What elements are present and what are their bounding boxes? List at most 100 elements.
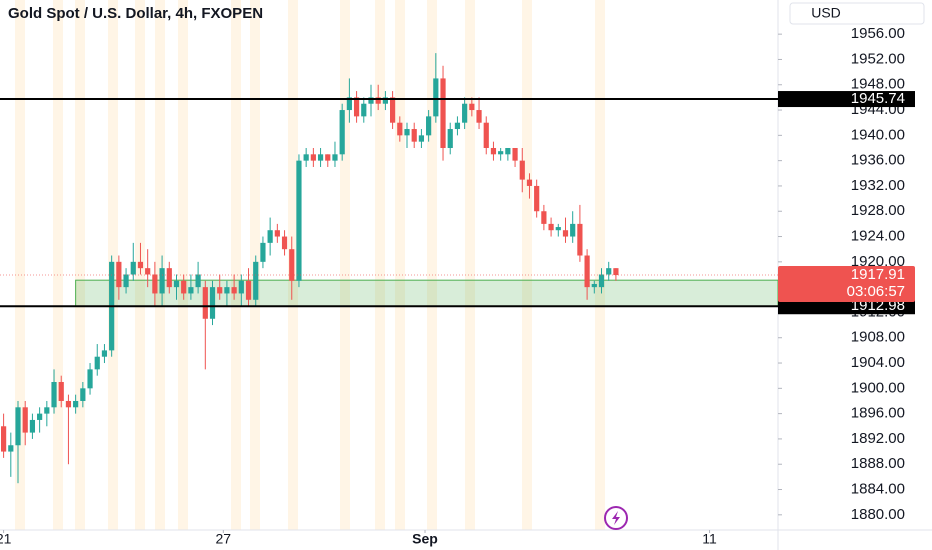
candle-body bbox=[209, 287, 216, 319]
y-tick-label: 1896.00 bbox=[851, 405, 905, 422]
candle-body bbox=[73, 400, 79, 408]
candle-body bbox=[397, 122, 403, 136]
candle-body bbox=[37, 413, 43, 420]
y-tick-label: 1920.00 bbox=[851, 253, 905, 270]
candle-body bbox=[152, 274, 158, 294]
candle-body bbox=[433, 78, 439, 117]
x-tick-label: 11 bbox=[702, 531, 717, 547]
candle-body bbox=[123, 274, 129, 288]
y-tick-label: 1940.00 bbox=[851, 126, 905, 143]
candle-body bbox=[260, 242, 266, 262]
session-band bbox=[75, 0, 85, 530]
candle-body bbox=[613, 268, 619, 276]
candle-body bbox=[274, 230, 280, 237]
replay-icon[interactable] bbox=[604, 506, 628, 530]
candle-body bbox=[598, 274, 605, 288]
currency[interactable]: USD bbox=[811, 5, 841, 21]
candle-body bbox=[202, 287, 208, 319]
session-band bbox=[231, 0, 241, 530]
candle-body bbox=[375, 97, 381, 104]
candle-body bbox=[188, 287, 194, 294]
candle-body bbox=[173, 280, 180, 288]
candle-body bbox=[411, 129, 417, 142]
candle-body bbox=[8, 445, 14, 452]
candle-body bbox=[584, 255, 590, 288]
candle-body bbox=[217, 287, 223, 294]
candle-body bbox=[224, 287, 230, 294]
y-tick-label: 1932.00 bbox=[851, 177, 905, 194]
session-band bbox=[595, 0, 605, 530]
currency-box[interactable] bbox=[789, 2, 925, 25]
candle-body bbox=[181, 280, 187, 294]
candle-body bbox=[296, 160, 302, 281]
candle-body bbox=[454, 122, 461, 130]
level-label: 1945.74 bbox=[851, 90, 905, 107]
candle-body bbox=[469, 103, 475, 111]
y-tick-label: 1948.00 bbox=[851, 76, 905, 93]
candle-body bbox=[65, 400, 72, 408]
candle-body bbox=[44, 407, 50, 414]
y-tick-label: 1908.00 bbox=[851, 329, 905, 346]
candle-body bbox=[526, 179, 533, 186]
candle-body bbox=[390, 97, 396, 123]
candle-body bbox=[570, 223, 576, 237]
candle-body bbox=[426, 116, 432, 136]
icon-bolt[interactable] bbox=[612, 511, 620, 525]
candle-body bbox=[562, 230, 569, 237]
candle-body bbox=[238, 280, 244, 294]
candle-body bbox=[418, 135, 425, 142]
candle-body bbox=[281, 236, 288, 250]
y-tick-label: 1904.00 bbox=[851, 354, 905, 371]
candle-body bbox=[29, 419, 36, 433]
y-tick-label: 1888.00 bbox=[851, 455, 905, 472]
session-band bbox=[15, 0, 25, 530]
y-tick-label: 1956.00 bbox=[851, 25, 905, 42]
candle-body bbox=[462, 103, 468, 123]
candle-body bbox=[325, 154, 331, 161]
candle-body bbox=[159, 268, 165, 294]
session-band bbox=[522, 0, 532, 530]
session-band bbox=[155, 0, 165, 530]
y-tick-label: 1928.00 bbox=[851, 202, 905, 219]
candle-body bbox=[1, 426, 7, 452]
candle-body bbox=[519, 160, 525, 180]
candle-body bbox=[382, 97, 388, 104]
candle-body bbox=[80, 388, 86, 401]
candle-body bbox=[548, 223, 554, 231]
candle-body bbox=[253, 261, 259, 300]
candle-body bbox=[116, 261, 122, 288]
chart-title: Gold Spot / U.S. Dollar, 4h, FXOPEN bbox=[8, 5, 263, 22]
candle-body bbox=[353, 97, 360, 117]
candle-body bbox=[440, 78, 446, 148]
session-band bbox=[465, 0, 475, 530]
candle-body bbox=[534, 185, 540, 212]
candle-body bbox=[15, 407, 21, 446]
candle-body bbox=[317, 154, 324, 161]
candle-body bbox=[94, 356, 100, 370]
level-label-box bbox=[778, 91, 915, 108]
countdown: 03:06:57 bbox=[847, 283, 905, 300]
candle-body bbox=[577, 223, 583, 256]
candle-body bbox=[245, 280, 252, 300]
y-tick-label: 1952.00 bbox=[851, 50, 905, 67]
y-tick-label: 1924.00 bbox=[851, 228, 905, 245]
candle-body bbox=[137, 261, 144, 269]
last-price-box bbox=[778, 266, 915, 303]
candle-body bbox=[476, 110, 482, 123]
candle-body bbox=[447, 129, 453, 148]
level-label-box bbox=[778, 298, 915, 315]
candle-body bbox=[332, 154, 338, 161]
candle-body bbox=[289, 249, 295, 281]
y-tick-label: 1936.00 bbox=[851, 152, 905, 169]
candle-body bbox=[541, 211, 547, 224]
x-tick-label: 21 bbox=[0, 531, 12, 547]
session-band bbox=[395, 0, 405, 530]
candle-body bbox=[145, 268, 151, 275]
candle-body bbox=[51, 382, 57, 408]
candle-body bbox=[512, 147, 518, 161]
y-tick-label: 1884.00 bbox=[851, 480, 905, 497]
candle-body bbox=[195, 274, 201, 288]
candle-body bbox=[130, 261, 136, 275]
